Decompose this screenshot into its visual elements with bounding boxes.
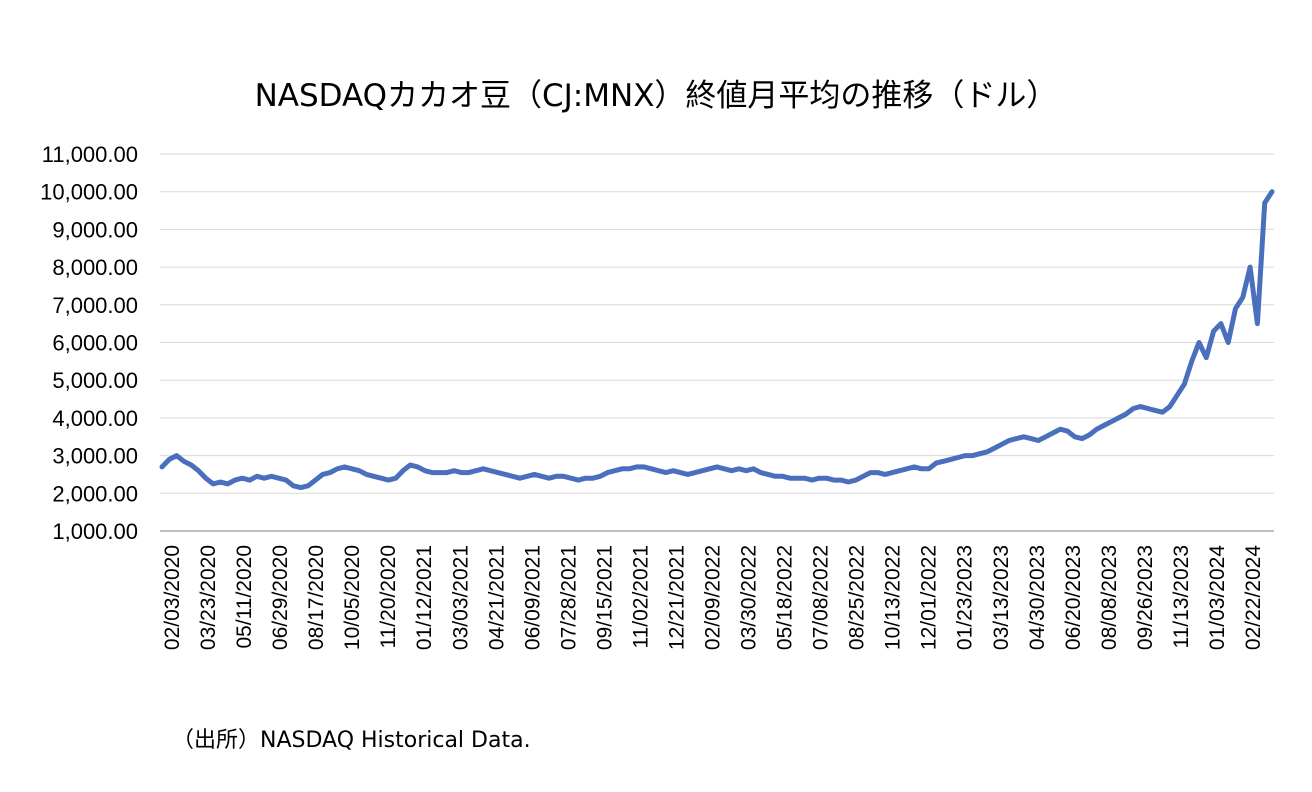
x-tick-label: 05/18/2022 [774,545,797,650]
x-tick-label: 08/25/2022 [846,545,869,650]
x-tick-label: 12/01/2022 [918,545,941,650]
y-tick-label: 11,000.00 [42,142,138,167]
x-tick-label: 02/03/2020 [161,545,184,650]
x-tick-label: 10/13/2022 [882,545,905,650]
x-tick-label: 11/13/2023 [1170,545,1193,649]
x-tick-label: 07/08/2022 [810,545,833,650]
y-tick-label: 7,000.00 [52,293,138,318]
x-tick-label: 03/23/2020 [197,545,220,650]
x-tick-label: 03/13/2023 [990,545,1013,650]
y-tick-label: 4,000.00 [52,406,138,431]
x-tick-label: 03/30/2022 [738,545,761,650]
x-tick-label: 06/29/2020 [269,545,292,650]
x-tick-label: 06/20/2023 [1062,545,1085,650]
x-tick-label: 11/20/2020 [377,545,400,649]
y-tick-label: 5,000.00 [52,368,138,393]
source-note: （出所）NASDAQ Historical Data. [172,728,531,753]
y-tick-label: 8,000.00 [52,255,138,280]
x-tick-label: 09/26/2023 [1134,545,1157,650]
x-tick-label: 03/03/2021 [449,545,472,650]
x-tick-label: 02/09/2022 [702,545,725,650]
x-tick-label: 10/05/2020 [341,545,364,650]
y-tick-label: 1,000.00 [52,519,138,544]
y-tick-label: 9,000.00 [52,217,138,242]
y-tick-label: 3,000.00 [52,444,138,469]
y-tick-label: 10,000.00 [40,180,138,205]
x-tick-label: 01/23/2023 [954,545,977,650]
x-tick-label: 12/21/2021 [666,545,689,650]
x-tick-label: 05/11/2020 [233,545,256,649]
chart-title: NASDAQカカオ豆（CJ:MNX）終値月平均の推移（ドル） [254,78,1058,114]
x-tick-label: 01/03/2024 [1206,545,1229,650]
x-tick-label: 11/02/2021 [629,545,652,649]
x-tick-label: 07/28/2021 [557,545,580,650]
x-tick-label: 08/17/2020 [305,545,328,650]
series-line-cj-mnx [159,189,1275,491]
x-tick-label: 09/15/2021 [593,545,616,650]
y-tick-label: 2,000.00 [52,481,138,506]
y-tick-label: 6,000.00 [52,331,138,356]
x-tick-label: 01/12/2021 [413,545,436,650]
x-tick-label: 04/21/2021 [485,545,508,650]
x-tick-label: 08/08/2023 [1098,545,1121,650]
x-tick-label: 06/09/2021 [521,545,544,650]
x-tick-label: 02/22/2024 [1242,545,1265,650]
x-tick-label: 04/30/2023 [1026,545,1049,650]
